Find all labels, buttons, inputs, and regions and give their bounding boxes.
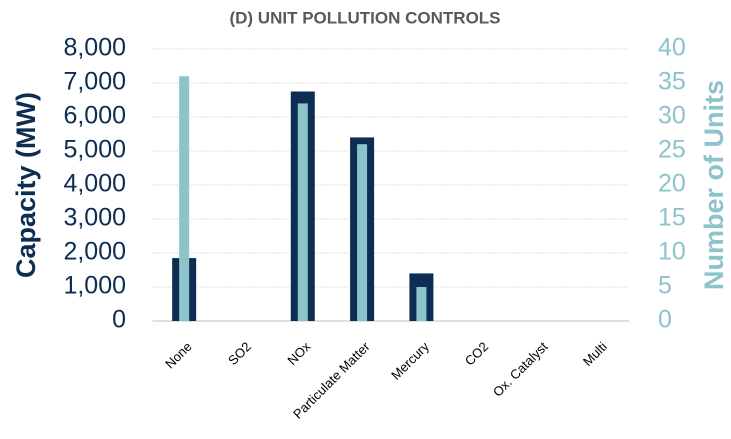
chart-title: (D) UNIT POLLUTION CONTROLS [229,8,500,27]
y2-tick-label: 40 [658,34,686,62]
x-tick-label: Multi [580,339,610,369]
y2-axis-title: Number of Units [699,80,729,290]
y-tick-label: 3,000 [63,204,126,232]
y-tick-label: 2,000 [63,238,126,266]
y-tick-label: 6,000 [63,102,126,130]
y2-tick-label: 15 [658,204,686,232]
y2-tick-label: 0 [658,306,672,334]
x-tick-label: Mercury [388,339,432,383]
y-tick-label: 4,000 [63,170,126,198]
y-tick-label: 0 [112,306,126,334]
y2-tick-label: 35 [658,68,686,96]
y-axis-title: Capacity (MW) [11,92,41,278]
x-tick-label: NOx [284,339,313,368]
y-tick-label: 5,000 [63,136,126,164]
y-tick-label: 7,000 [63,68,126,96]
y2-tick-label: 5 [658,272,672,300]
x-tick-label: None [162,339,195,372]
x-tick-label: SO2 [225,339,254,368]
bar [179,76,190,321]
y2-tick-label: 20 [658,170,686,198]
bar [416,287,427,321]
y2-tick-label: 10 [658,238,686,266]
y2-tick-label: 30 [658,102,686,130]
y-tick-label: 1,000 [63,272,126,300]
y-tick-label: 8,000 [63,34,126,62]
bar [357,144,368,321]
y2-tick-label: 25 [658,136,686,164]
bar [297,103,308,322]
x-tick-label: CO2 [462,339,492,369]
x-tick-label: Ox. Catalyst [490,339,551,400]
